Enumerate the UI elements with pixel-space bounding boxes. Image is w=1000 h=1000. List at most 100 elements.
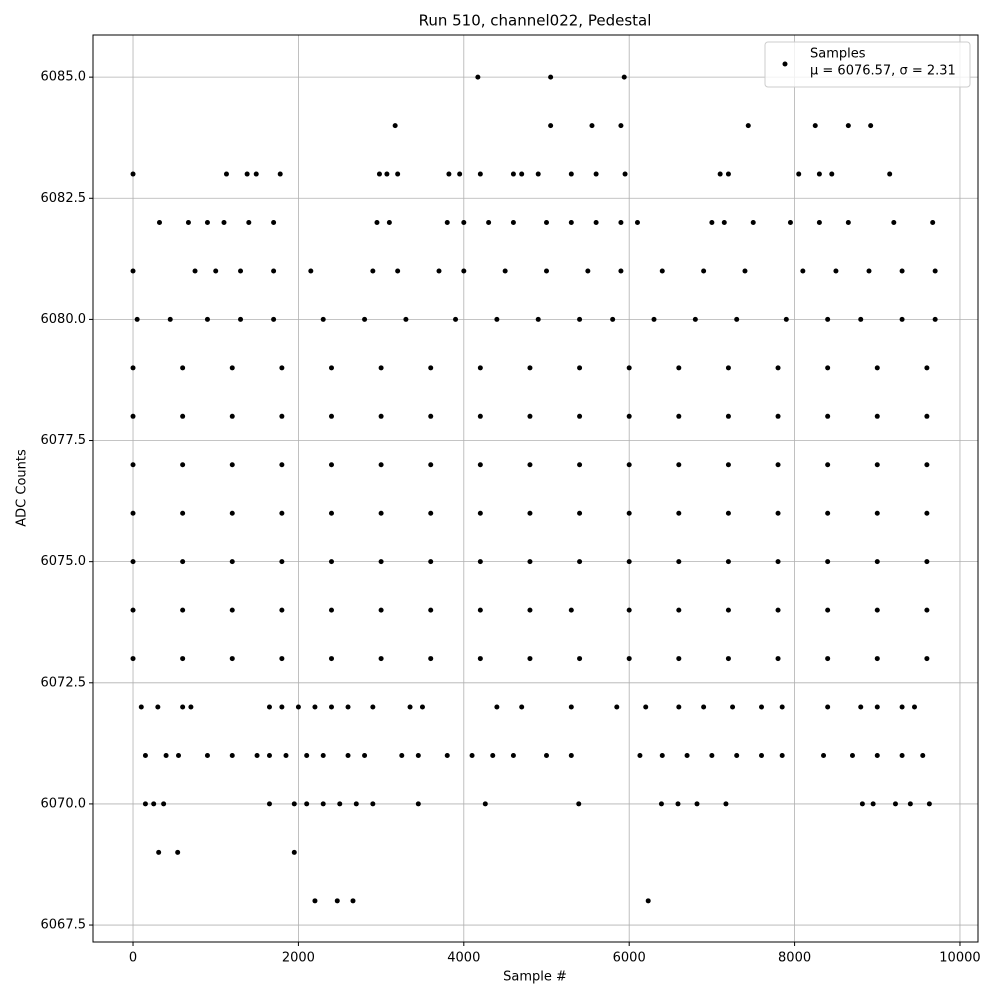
data-point — [502, 268, 508, 274]
data-point — [870, 801, 876, 807]
data-point — [775, 462, 781, 468]
data-point — [775, 607, 781, 613]
data-point — [384, 171, 390, 177]
data-point — [477, 413, 483, 419]
data-point — [130, 510, 136, 516]
data-point — [899, 704, 905, 710]
y-tick-label: 6075.0 — [41, 554, 87, 569]
data-point — [626, 656, 632, 662]
data-point — [304, 752, 310, 758]
data-point — [482, 801, 488, 807]
data-point — [775, 365, 781, 371]
data-point — [874, 752, 880, 758]
data-point — [659, 268, 665, 274]
data-point — [924, 462, 930, 468]
data-point — [176, 752, 182, 758]
data-point — [428, 462, 434, 468]
data-point — [328, 462, 334, 468]
data-point — [204, 316, 210, 322]
data-point — [142, 752, 148, 758]
data-point — [279, 559, 285, 565]
data-point — [130, 413, 136, 419]
data-point — [659, 752, 665, 758]
data-point — [180, 656, 186, 662]
data-point — [858, 704, 864, 710]
data-point — [378, 607, 384, 613]
data-point — [548, 123, 554, 129]
data-point — [320, 752, 326, 758]
data-point — [213, 268, 219, 274]
data-point — [618, 268, 624, 274]
data-point — [253, 171, 259, 177]
data-point — [370, 268, 376, 274]
data-point — [874, 559, 880, 565]
data-point — [204, 752, 210, 758]
data-point — [924, 365, 930, 371]
data-point — [477, 171, 483, 177]
data-point — [180, 704, 186, 710]
data-point — [461, 220, 467, 226]
data-point — [694, 801, 700, 807]
data-point — [378, 462, 384, 468]
data-point — [266, 752, 272, 758]
y-tick-label: 6080.0 — [41, 312, 87, 327]
data-point — [312, 898, 318, 904]
data-point — [734, 316, 740, 322]
data-point — [568, 704, 574, 710]
data-point — [376, 171, 382, 177]
data-point — [229, 365, 235, 371]
data-point — [932, 316, 938, 322]
data-point — [130, 607, 136, 613]
data-point — [163, 752, 169, 758]
data-point — [577, 510, 583, 516]
data-point — [345, 704, 351, 710]
data-point — [130, 559, 136, 565]
data-point — [626, 462, 632, 468]
data-point — [849, 752, 855, 758]
data-point — [779, 752, 785, 758]
data-point — [825, 656, 831, 662]
data-point — [461, 268, 467, 274]
y-tick-label: 6070.0 — [41, 796, 87, 811]
data-point — [457, 171, 463, 177]
data-point — [577, 656, 583, 662]
data-point — [180, 559, 186, 565]
legend-box — [764, 41, 971, 88]
data-point — [362, 316, 368, 322]
data-point — [192, 268, 198, 274]
data-point — [328, 510, 334, 516]
data-point — [295, 704, 301, 710]
data-point — [180, 607, 186, 613]
data-point — [593, 171, 599, 177]
data-point — [378, 559, 384, 565]
data-point — [370, 801, 376, 807]
data-point — [378, 413, 384, 419]
data-point — [783, 316, 789, 322]
data-point — [725, 559, 731, 565]
data-point — [825, 510, 831, 516]
data-point — [577, 559, 583, 565]
data-point — [221, 220, 227, 226]
y-axis-label: ADC Counts — [15, 449, 30, 527]
data-point — [924, 559, 930, 565]
data-point — [527, 656, 533, 662]
data-point — [645, 898, 651, 904]
data-point — [626, 413, 632, 419]
data-point — [725, 607, 731, 613]
data-point — [238, 268, 244, 274]
x-tick-label: 0 — [129, 951, 137, 966]
data-point — [775, 559, 781, 565]
data-point — [658, 801, 664, 807]
data-point — [350, 898, 356, 904]
data-point — [911, 704, 917, 710]
data-point — [428, 510, 434, 516]
data-point — [634, 220, 640, 226]
data-point — [519, 704, 525, 710]
data-point — [626, 559, 632, 565]
data-point — [899, 752, 905, 758]
data-point — [816, 171, 822, 177]
data-point — [725, 171, 731, 177]
data-point — [535, 171, 541, 177]
data-point — [812, 123, 818, 129]
